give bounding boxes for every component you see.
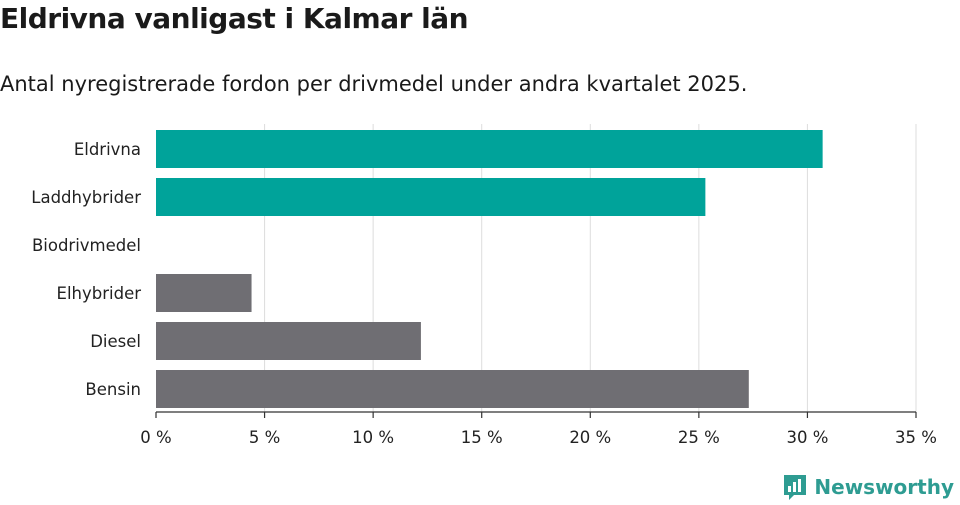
x-tick-label: 25 %: [678, 428, 720, 447]
newsworthy-logo-icon: [784, 475, 807, 500]
bar-laddhybrider: [156, 178, 706, 216]
x-tick-label: 35 %: [895, 428, 937, 447]
x-tick-label: 30 %: [786, 428, 828, 447]
category-label: Diesel: [90, 332, 141, 351]
category-label: Bensin: [85, 380, 141, 399]
category-label: Biodrivmedel: [32, 236, 141, 255]
chart-subtitle: Antal nyregistrerade fordon per drivmede…: [0, 72, 748, 96]
x-tick-label: 5 %: [249, 428, 280, 447]
x-tick-label: 10 %: [352, 428, 394, 447]
brand-logo: Newsworthy: [782, 473, 954, 501]
x-tick-label: 0 %: [140, 428, 171, 447]
bar-diesel: [156, 322, 421, 360]
category-label: Eldrivna: [74, 140, 141, 159]
category-label: Laddhybrider: [31, 188, 141, 207]
bar-bensin: [156, 370, 749, 408]
x-tick-label: 15 %: [461, 428, 503, 447]
bar-elhybrider: [156, 274, 252, 312]
bar-eldrivna: [156, 130, 823, 168]
brand-name: Newsworthy: [814, 475, 954, 499]
category-label: Elhybrider: [57, 284, 142, 303]
chart-title: Eldrivna vanligast i Kalmar län: [0, 2, 469, 35]
x-tick-label: 20 %: [569, 428, 611, 447]
